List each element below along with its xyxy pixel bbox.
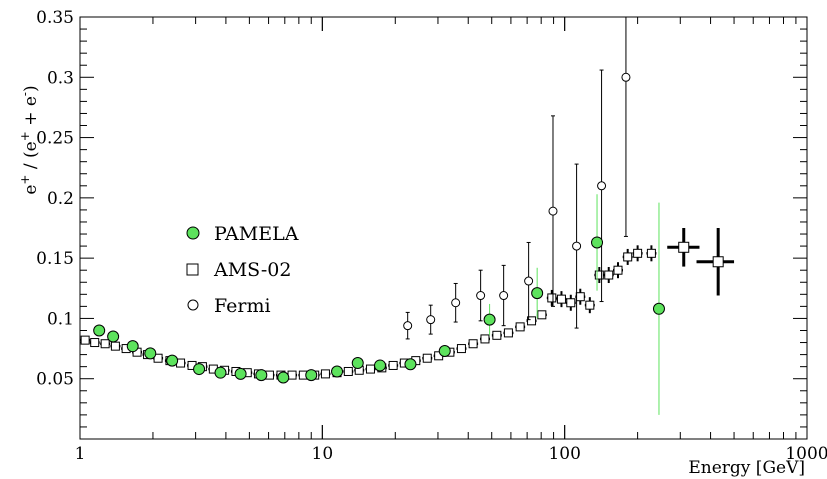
legend-label-pamela: PAMELA (214, 223, 299, 245)
legend-label-ams-02: AMS-02 (213, 259, 291, 281)
fermi-point (476, 291, 486, 301)
series-pamela (93, 194, 665, 415)
pamela-point (214, 366, 227, 379)
pamela-point (305, 369, 318, 382)
ams-02-point (503, 328, 513, 338)
pamela-point (438, 344, 451, 357)
series-ams-02 (80, 228, 735, 380)
ams-02-point (110, 341, 120, 351)
ams-02-point (492, 330, 502, 340)
ams-02-point (343, 366, 353, 376)
x-axis-title: Energy [GeV] (688, 458, 805, 478)
ams-02-point (613, 265, 623, 275)
ams-02-point (456, 344, 466, 354)
fermi-point (499, 291, 509, 301)
y-tick-label: 0.3 (47, 68, 74, 88)
ams-02-point (365, 364, 375, 374)
x-tick-label: 1000 (785, 444, 827, 464)
pamela-point (404, 358, 417, 371)
legend-marker-fermi (187, 299, 199, 311)
legend-item-fermi: Fermi (187, 295, 271, 317)
pamela-point (93, 324, 106, 337)
ylabel-plus: + e (21, 96, 41, 131)
y-axis-title: e+ / (e+ + e-) (18, 85, 41, 194)
ams-02-point (527, 316, 537, 326)
legend-marker-ams-02 (186, 263, 199, 276)
legend-item-pamela: PAMELA (186, 223, 299, 245)
ams-02-point (100, 339, 110, 349)
ams-02-point (80, 335, 90, 345)
ams-02-point (480, 334, 490, 344)
pamela-point (166, 354, 179, 367)
pamela-point (255, 369, 268, 382)
legend: PAMELA AMS-02 Fermi (186, 223, 299, 317)
legend-item-ams-02: AMS-02 (186, 259, 291, 281)
pamela-point (483, 313, 496, 326)
ams-02-point (153, 353, 163, 363)
ams-02-point (468, 339, 478, 349)
ams-02-point (320, 369, 330, 379)
y-axis-ticks: 0.05 0.1 0.15 0.2 0.25 0.3 0.35 (36, 8, 807, 428)
pamela-point (277, 371, 290, 384)
ams-02-point (623, 252, 633, 262)
ams-02-point (646, 248, 656, 258)
legend-marker-pamela (186, 226, 200, 240)
ylabel-e1: e (21, 185, 41, 195)
ylabel-sup1: + (18, 175, 32, 185)
ylabel-close: ) (21, 85, 41, 92)
ams-02-point (556, 294, 566, 304)
pamela-point (144, 347, 157, 360)
ams-02-point (575, 292, 585, 302)
ylabel-mid: / (e (21, 141, 41, 174)
ams-02-point (585, 300, 595, 310)
ylabel-sup3: - (18, 92, 32, 96)
ams-02-point (388, 360, 398, 370)
pamela-point (531, 287, 544, 300)
fermi-point (451, 298, 461, 308)
fermi-point (524, 276, 534, 286)
ams-02-point (604, 270, 614, 280)
x-tick-label: 10 (312, 444, 334, 464)
y-tick-label: 0.25 (36, 129, 74, 149)
pamela-point (234, 367, 247, 380)
ams-02-point (566, 298, 576, 308)
x-axis-ticks: 1 10 100 1000 (75, 17, 827, 464)
plot-frame (79, 16, 808, 440)
y-tick-label: 0.1 (47, 309, 74, 329)
ams-02-point (678, 241, 690, 253)
ams-02-point (633, 248, 643, 258)
pamela-point (331, 365, 344, 378)
fermi-point (621, 72, 631, 82)
pamela-point (591, 236, 604, 249)
pamela-point (107, 330, 120, 343)
fermi-point (597, 181, 607, 191)
series-fermi (403, 17, 631, 340)
legend-label-fermi: Fermi (214, 295, 271, 317)
fermi-point (572, 241, 582, 251)
ams-02-point (547, 293, 557, 303)
ams-02-point (712, 256, 724, 268)
ams-02-point (537, 310, 547, 320)
ams-02-point (422, 353, 432, 363)
x-tick-label: 1 (75, 444, 86, 464)
fermi-point (403, 321, 413, 331)
fermi-point (426, 315, 436, 325)
ylabel-sup2: + (18, 131, 32, 141)
fermi-point (548, 206, 558, 216)
pamela-point (126, 340, 139, 353)
pamela-point (652, 302, 665, 315)
ams-02-point (90, 338, 100, 348)
ams-02-point (515, 322, 525, 332)
pamela-point (374, 359, 387, 372)
ams-02-point (594, 270, 604, 280)
x-tick-label: 100 (548, 444, 580, 464)
y-tick-label: 0.15 (36, 249, 74, 269)
y-tick-label: 0.2 (47, 189, 74, 209)
y-tick-label: 0.05 (36, 370, 74, 390)
y-tick-label: 0.35 (36, 8, 74, 28)
pamela-point (351, 357, 364, 370)
pamela-point (193, 363, 206, 376)
